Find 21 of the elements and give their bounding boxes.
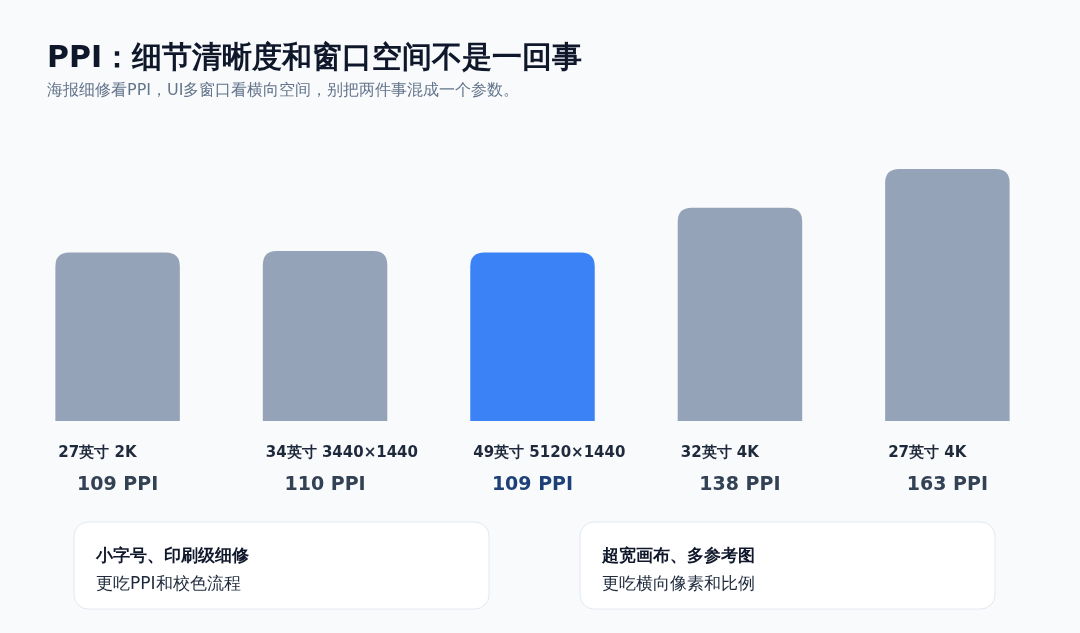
data-label: 109 PPI [77, 472, 159, 494]
text: 更吃PPI和校色流程 [96, 573, 241, 593]
bar [55, 252, 180, 421]
text: 超宽画布、多参考图 [601, 545, 755, 565]
bar [677, 207, 803, 421]
x-tick-label: 27英寸 2K [58, 443, 138, 461]
text: 小字号、印刷级细修 [95, 545, 250, 565]
data-label: 138 PPI [699, 472, 781, 494]
bar [262, 250, 388, 421]
bar [885, 169, 1010, 421]
chart-subtitle: 海报细修看PPI，UI多窗口看横向空间，别把两件事混成一个参数。 [47, 80, 520, 99]
text: 更吃横向像素和比例 [602, 573, 755, 593]
data-label: 110 PPI [284, 472, 366, 494]
x-tick-label: 27英寸 4K [888, 443, 968, 461]
bar [470, 252, 595, 421]
chart-title: PPI：细节清晰度和窗口空间不是一回事 [47, 39, 583, 74]
x-tick-label: 34英寸 3440×1440 [265, 443, 418, 461]
x-tick-label: 32英寸 4K [680, 443, 761, 461]
x-tick-label: 49英寸 5120×1440 [473, 443, 626, 461]
data-label: 109 PPI [491, 472, 574, 494]
data-label: 163 PPI [906, 472, 988, 494]
